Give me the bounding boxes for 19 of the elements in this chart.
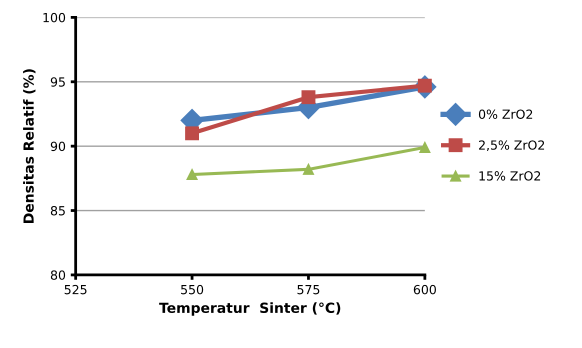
x-tick-label: 550 — [181, 284, 204, 294]
x-tick-label: 525 — [64, 284, 86, 294]
point — [419, 142, 430, 154]
point — [302, 164, 314, 175]
x-tick-label: 575 — [297, 285, 320, 294]
y-tick-label: 80 — [50, 270, 66, 280]
legend-label: 2,5% ZrO2 — [479, 140, 544, 152]
y-tick-label: 85 — [50, 206, 65, 216]
legend-label: 0% ZrO2 — [478, 109, 532, 119]
y-axis-title: Densitas Relatif (%) — [23, 69, 36, 223]
y-tick-label: 100 — [43, 12, 66, 22]
point — [185, 126, 200, 140]
legend-label: 15% ZrO2 — [479, 171, 540, 181]
point — [302, 90, 316, 104]
x-tick-label: 600 — [414, 284, 436, 294]
y-tick-label: 90 — [50, 142, 66, 152]
point — [186, 168, 198, 180]
y-tick-label: 95 — [50, 77, 65, 87]
x-axis-title: Temperatur Sinter (°C) — [159, 302, 340, 316]
